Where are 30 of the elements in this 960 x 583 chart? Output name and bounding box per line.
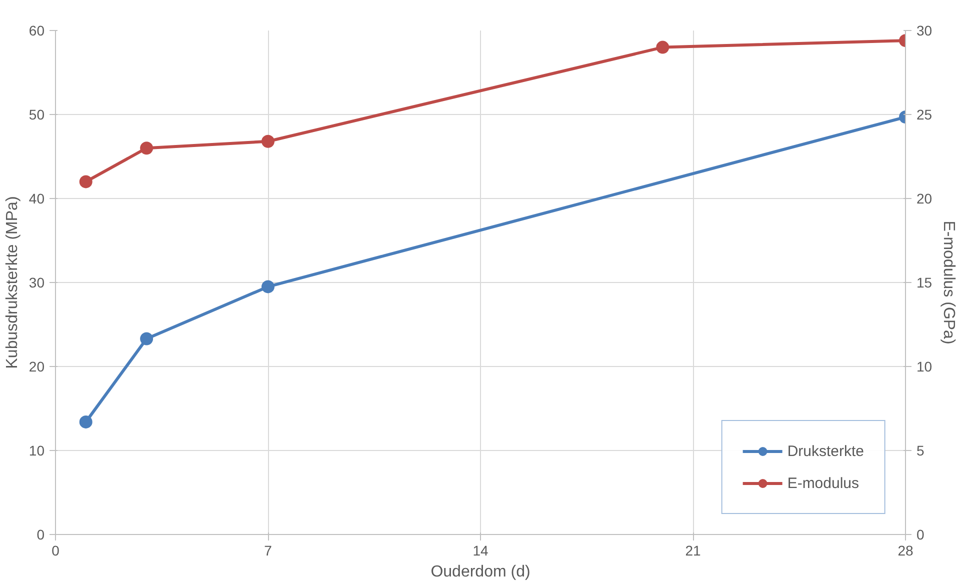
y-axis-title: Kubusdruksterkte (MPa)	[4, 196, 21, 369]
x-tick-label: 21	[685, 542, 701, 558]
point	[140, 142, 154, 155]
y2-tick-label: 30	[916, 22, 932, 38]
y-tick-label: 50	[28, 106, 45, 122]
legend-label: Druksterkte	[787, 442, 864, 460]
y-tick-label: 30	[28, 274, 45, 290]
x-tick-label: 0	[52, 542, 60, 558]
y-tick-label: 60	[28, 22, 45, 38]
x-tick-label: 28	[898, 542, 914, 558]
point	[140, 332, 154, 346]
y-tick-label: 40	[28, 190, 45, 206]
y2-tick-label: 5	[916, 442, 924, 458]
y-tick-label: 10	[28, 442, 45, 458]
legend-label: E-modulus	[787, 474, 860, 492]
y2-tick-label: 10	[916, 358, 932, 374]
point	[262, 134, 274, 148]
y2-tick-label: 25	[916, 106, 932, 122]
point	[79, 175, 92, 188]
y2-tick-label: 20	[916, 190, 932, 206]
y2-tick-label: 15	[916, 274, 932, 290]
y-tick-label: 20	[28, 358, 45, 374]
x-tick-label: 14	[472, 542, 488, 558]
point	[79, 415, 92, 428]
point	[262, 280, 274, 294]
y2-tick-label: 0	[916, 526, 924, 542]
y2-axis-title: E-modulus (GPa)	[940, 220, 958, 344]
y-tick-label: 0	[36, 526, 45, 542]
x-axis-title: Ouderdom (d)	[430, 564, 530, 580]
x-tick-label: 7	[264, 542, 272, 558]
